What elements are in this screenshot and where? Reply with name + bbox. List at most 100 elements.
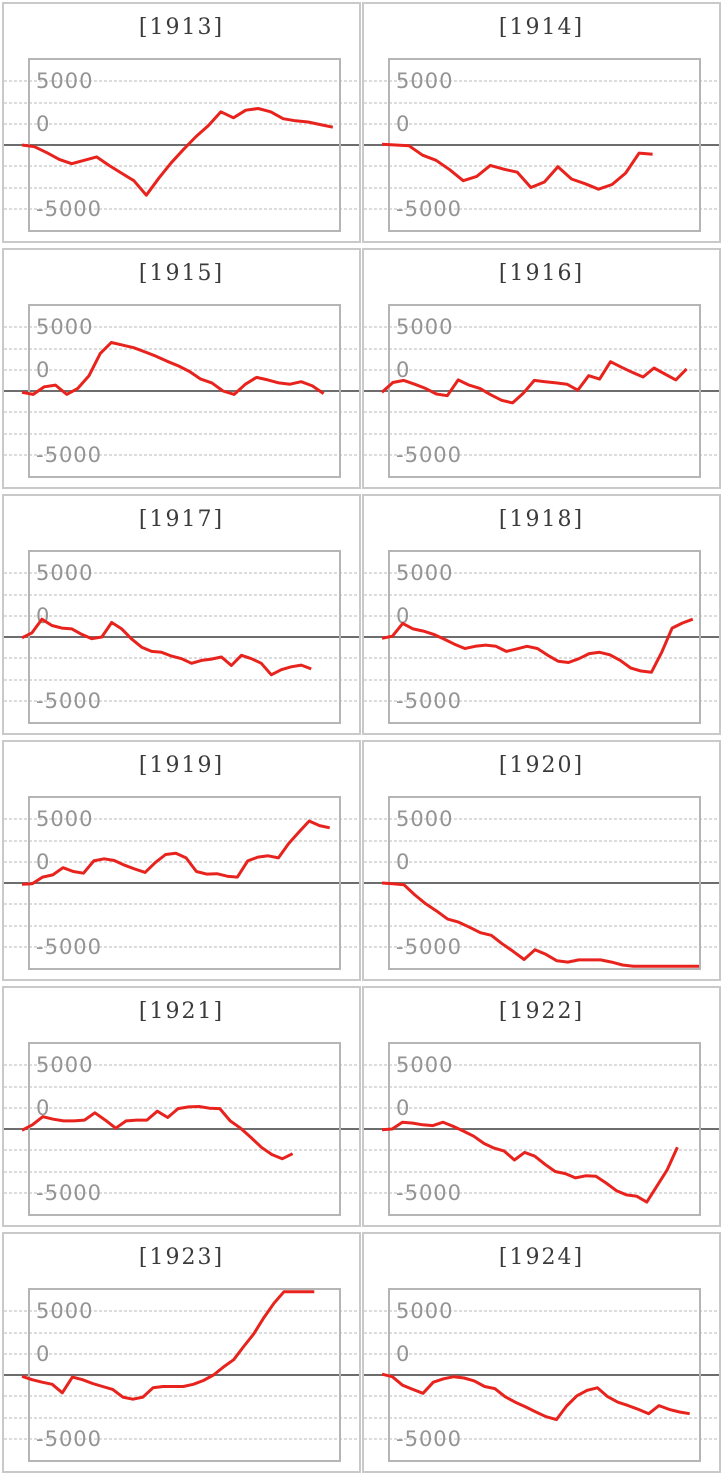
y-gridline — [364, 1437, 719, 1440]
plot-area — [28, 1288, 341, 1462]
y-gridline — [4, 326, 359, 329]
y-gridline — [364, 1191, 719, 1194]
chart-title: [1922] — [498, 999, 585, 1024]
zero-line — [4, 1128, 359, 1130]
series-svg — [381, 142, 653, 191]
plot-area — [28, 550, 341, 724]
chart-title: [1923] — [138, 1245, 225, 1270]
chart-cell-1919: [1919] 5000 0 -5000 — [2, 740, 361, 981]
y-tick-neg5000: -5000 — [36, 197, 103, 221]
chart-title: [1913] — [138, 15, 225, 40]
series-line-1923 — [21, 1290, 315, 1401]
zero-line — [364, 390, 719, 392]
y-tick-5000: 5000 — [396, 69, 454, 93]
y-tick-neg5000: -5000 — [36, 443, 103, 467]
y-gridline — [4, 1064, 359, 1067]
y-tick-0: 0 — [36, 112, 51, 136]
series-line-1920 — [381, 881, 699, 968]
y-gridline — [4, 1149, 359, 1152]
y-gridline — [4, 122, 359, 125]
series-svg — [380, 360, 688, 405]
series-line-1915 — [21, 341, 325, 396]
plot-area — [28, 304, 341, 478]
y-gridline — [364, 657, 719, 660]
chart-cell-1924: [1924] 5000 0 -5000 — [362, 1232, 721, 1473]
y-tick-neg5000: -5000 — [396, 443, 463, 467]
y-gridline — [364, 80, 719, 83]
series-line-1918 — [381, 617, 694, 674]
y-gridline — [4, 368, 359, 371]
y-gridline — [4, 860, 359, 863]
y-tick-neg5000: -5000 — [396, 1181, 463, 1205]
y-tick-5000: 5000 — [396, 1299, 454, 1323]
chart-title: [1919] — [138, 753, 225, 778]
chart-cell-1917: [1917] 5000 0 -5000 — [2, 494, 361, 735]
y-gridline — [364, 1310, 719, 1313]
series-svg — [381, 1372, 690, 1422]
series-line-1924 — [381, 1372, 690, 1422]
y-gridline — [364, 1064, 719, 1067]
y-gridline — [364, 326, 719, 329]
chart-cell-1913: [1913] 5000 0 -5000 — [2, 2, 361, 243]
y-tick-0: 0 — [396, 358, 411, 382]
y-tick-0: 0 — [396, 1342, 411, 1366]
zero-line — [364, 636, 719, 638]
y-gridline — [4, 593, 359, 596]
y-tick-5000: 5000 — [36, 315, 94, 339]
zero-line — [364, 1128, 719, 1130]
y-gridline — [364, 1352, 719, 1355]
y-gridline — [364, 1149, 719, 1152]
series-line-1916 — [380, 360, 688, 405]
y-gridline — [364, 614, 719, 617]
y-tick-5000: 5000 — [396, 807, 454, 831]
y-tick-0: 0 — [396, 604, 411, 628]
zero-line — [364, 144, 719, 146]
plot-area — [388, 304, 701, 478]
y-tick-5000: 5000 — [396, 561, 454, 585]
chart-cell-1918: [1918] 5000 0 -5000 — [362, 494, 721, 735]
y-tick-neg5000: -5000 — [36, 689, 103, 713]
chart-title: [1918] — [498, 507, 585, 532]
y-gridline — [4, 1170, 359, 1173]
y-gridline — [4, 411, 359, 414]
zero-line — [4, 636, 359, 638]
y-tick-5000: 5000 — [36, 1053, 94, 1077]
y-gridline — [364, 368, 719, 371]
y-gridline — [364, 453, 719, 456]
y-gridline — [4, 572, 359, 575]
y-gridline — [364, 1331, 719, 1334]
y-gridline — [364, 860, 719, 863]
series-line-1919 — [21, 819, 331, 886]
series-line-1922 — [381, 1120, 679, 1204]
y-tick-0: 0 — [396, 1096, 411, 1120]
y-gridline — [4, 347, 359, 350]
y-gridline — [4, 1352, 359, 1355]
y-gridline — [4, 432, 359, 435]
y-gridline — [364, 839, 719, 842]
y-tick-5000: 5000 — [36, 561, 94, 585]
y-gridline — [4, 699, 359, 702]
chart-title: [1924] — [498, 1245, 585, 1270]
y-gridline — [364, 432, 719, 435]
chart-title: [1915] — [138, 261, 225, 286]
zero-line — [364, 1374, 719, 1376]
chart-cell-1915: [1915] 5000 0 -5000 — [2, 248, 361, 489]
y-tick-0: 0 — [36, 850, 51, 874]
y-tick-0: 0 — [36, 1096, 51, 1120]
y-gridline — [4, 1085, 359, 1088]
zero-line — [364, 882, 719, 884]
y-tick-neg5000: -5000 — [36, 935, 103, 959]
plot-area — [28, 1042, 341, 1216]
series-svg — [381, 881, 699, 968]
y-gridline — [4, 207, 359, 210]
y-gridline — [364, 903, 719, 906]
y-gridline — [4, 903, 359, 906]
chart-cell-1922: [1922] 5000 0 -5000 — [362, 986, 721, 1227]
y-gridline — [364, 924, 719, 927]
y-gridline — [4, 1395, 359, 1398]
y-gridline — [4, 80, 359, 83]
y-gridline — [4, 924, 359, 927]
y-tick-neg5000: -5000 — [36, 1427, 103, 1451]
y-gridline — [4, 1331, 359, 1334]
